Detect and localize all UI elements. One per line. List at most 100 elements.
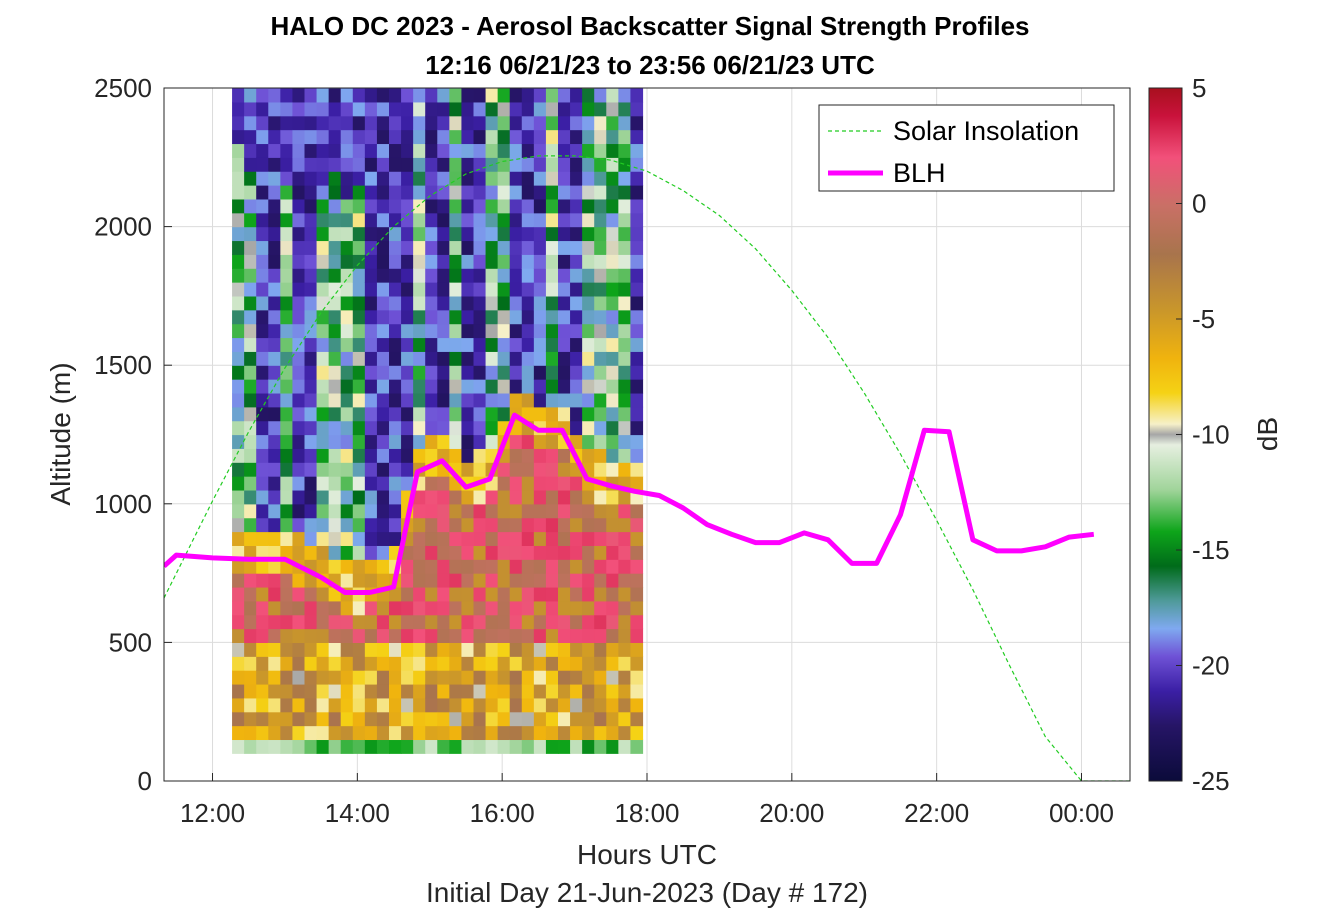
heatmap-cell [449,697,463,713]
heatmap-cell [352,88,366,103]
heatmap-cell [437,379,450,394]
heatmap-cell [244,240,257,255]
heatmap-cell [340,489,354,505]
heatmap-cell [570,406,583,422]
x-axis-ticks: 12:00 14:00 16:00 18:00 20:00 22:00 00:00 [180,773,1114,828]
heatmap-cell [594,240,607,255]
heatmap-cell [618,226,632,242]
heatmap-cell [461,656,475,671]
heatmap-cell [545,614,559,630]
heatmap-cell [533,198,547,214]
heatmap-cells [232,88,644,754]
heatmap-cell [509,143,523,158]
heatmap-cell [521,683,535,699]
heatmap-cell [533,670,547,685]
heatmap-cell [509,351,523,366]
heatmap-cell [606,420,619,436]
heatmap-cell [340,157,354,172]
heatmap-cell [304,323,318,339]
heatmap-cell [437,240,450,255]
heatmap-cell [497,503,511,519]
heatmap-cell [425,115,438,131]
heatmap-cell [606,115,619,131]
heatmap-cell [364,517,378,533]
heatmap-cell [328,240,342,255]
heatmap-cell [280,670,294,685]
heatmap-cell [630,656,644,671]
heatmap-cell [376,517,390,533]
heatmap-cell [232,185,245,200]
heatmap-cell [364,406,378,422]
heatmap-cell [449,545,463,560]
heatmap-cell [618,198,632,214]
heatmap-cell [425,212,438,228]
heatmap-cell [497,628,511,643]
heatmap-cell [473,559,487,574]
heatmap-cell [473,226,487,242]
heatmap-cell [521,143,535,158]
heatmap-cell [618,351,632,366]
heatmap-cell [473,462,487,477]
heatmap-cell [292,711,306,727]
heatmap-cell [582,351,595,366]
heatmap-cell [582,323,595,339]
heatmap-cell [316,559,330,574]
heatmap-cell [630,295,644,311]
heatmap-cell [232,656,245,671]
heatmap-cell [630,517,644,533]
heatmap-cell [232,670,245,685]
heatmap-cell [292,697,306,713]
heatmap-cell [618,282,632,297]
heatmap-cell [594,337,607,352]
heatmap-cell [244,282,257,297]
heatmap-cell [449,406,463,422]
heatmap-cell [413,642,426,657]
heatmap-cell [630,573,644,588]
heatmap-cell [389,198,402,214]
heatmap-cell [425,448,438,463]
heatmap-cell [232,642,245,657]
heatmap-cell [606,503,619,519]
heatmap-cell [473,503,487,519]
heatmap-cell [340,406,354,422]
heatmap-cell [473,323,487,339]
heatmap-cell [232,628,245,643]
heatmap-cell [413,171,426,186]
heatmap-cell [594,185,607,200]
x-axis-label: Hours UTC [577,839,717,870]
heatmap-cell [352,420,366,436]
heatmap-cell [594,545,607,560]
heatmap-cell [618,697,632,713]
heatmap-cell [497,670,511,685]
heatmap-cell [630,185,644,200]
heatmap-cell [545,143,559,158]
heatmap-cell [582,240,595,255]
heatmap-cell [437,670,450,685]
heatmap-cell [244,600,257,616]
heatmap-cell [292,628,306,643]
heatmap-cell [606,489,619,505]
heatmap-cell [352,309,366,325]
heatmap-cell [606,545,619,560]
heatmap-cell [509,240,523,255]
heatmap-cell [606,143,619,158]
heatmap-cell [558,517,571,533]
heatmap-cell [461,573,475,588]
heatmap-cell [316,670,330,685]
heatmap-cell [473,268,487,283]
heatmap-cell [376,212,390,228]
heatmap-cell [376,323,390,339]
heatmap-cell [497,282,511,297]
heatmap-cell [582,434,595,449]
heatmap-cell [413,88,426,89]
heatmap-cell [521,171,535,186]
heatmap-cell [582,185,595,200]
heatmap-cell [413,212,426,228]
heatmap-cell [545,462,559,477]
heatmap-cell [521,711,535,727]
heatmap-cell [473,517,487,533]
heatmap-cell [328,143,342,158]
heatmap-cell [509,88,523,103]
heatmap-cell [256,531,269,546]
heatmap-cell [304,282,318,297]
